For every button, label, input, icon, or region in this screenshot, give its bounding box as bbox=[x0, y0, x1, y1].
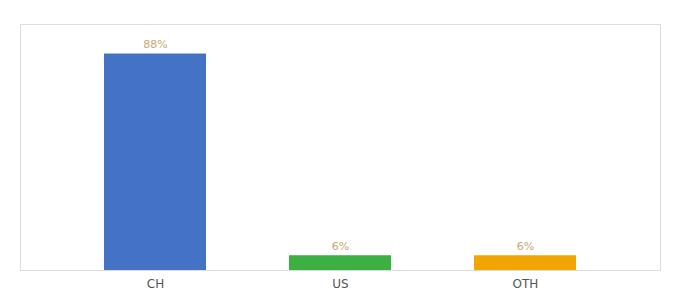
svg-text:88%: 88% bbox=[143, 38, 167, 51]
svg-text:OTH: OTH bbox=[513, 277, 539, 291]
svg-text:CH: CH bbox=[147, 277, 164, 291]
svg-text:6%: 6% bbox=[517, 240, 534, 253]
svg-text:US: US bbox=[332, 277, 348, 291]
svg-text:6%: 6% bbox=[332, 240, 349, 253]
